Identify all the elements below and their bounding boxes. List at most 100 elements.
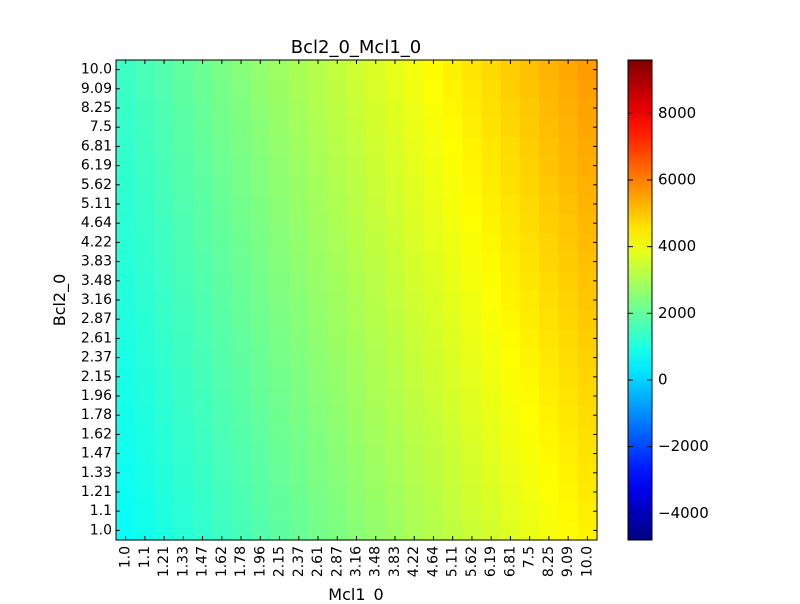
heatmap-cell [346, 232, 367, 253]
heatmap-cell [385, 156, 406, 176]
heatmap-cell [231, 444, 252, 464]
heatmap-cell [404, 520, 425, 541]
heatmap-cell [327, 501, 348, 522]
heatmap-cell [404, 482, 425, 503]
heatmap-cell [423, 482, 444, 503]
heatmap-cell [577, 463, 598, 483]
heatmap-cell [423, 444, 444, 464]
heatmap-cell [346, 424, 367, 445]
heatmap-cell [558, 194, 579, 215]
heatmap-cell [231, 117, 252, 138]
heatmap-cell [289, 386, 309, 407]
x-tick-label: 7.5 [522, 546, 538, 568]
heatmap-cell [173, 194, 194, 215]
heatmap-cell [154, 232, 175, 253]
heatmap-cell [404, 367, 425, 387]
heatmap-cell [192, 60, 213, 80]
heatmap-cell [520, 156, 540, 176]
heatmap-cell [135, 60, 156, 80]
heatmap-cell [289, 348, 309, 368]
heatmap-cell [443, 213, 463, 234]
colorbar-tick-label: −4000 [658, 504, 709, 522]
heatmap-cell [423, 405, 444, 426]
heatmap-cell [346, 156, 367, 176]
heatmap-cell [558, 290, 579, 311]
heatmap-cell [289, 424, 309, 445]
heatmap-cell [154, 444, 175, 464]
y-tick-label: 9.09 [81, 81, 112, 97]
heatmap-cell [423, 424, 444, 445]
heatmap-cell [366, 98, 386, 119]
x-tick-label: 1.0 [118, 546, 134, 568]
heatmap-cell [173, 79, 194, 99]
heatmap-cell [366, 328, 386, 349]
heatmap-cell [500, 98, 521, 119]
heatmap-cell [289, 213, 309, 234]
heatmap-cell [212, 405, 233, 426]
heatmap-cell [443, 309, 463, 330]
heatmap-cell [250, 328, 271, 349]
heatmap-cell [346, 213, 367, 234]
heatmap-cell [366, 175, 386, 195]
x-axis-label: Mcl1_0 [328, 585, 383, 600]
heatmap-cell [500, 79, 521, 99]
heatmap-cell [520, 232, 540, 253]
heatmap-cell [346, 194, 367, 215]
heatmap-cell [135, 232, 156, 253]
heatmap-cell [481, 309, 502, 330]
heatmap-cell [231, 290, 252, 311]
heatmap-cell [404, 463, 425, 483]
heatmap-cell [250, 309, 271, 330]
heatmap-cell [404, 405, 425, 426]
heatmap-cell [154, 156, 175, 176]
heatmap-cell [346, 444, 367, 464]
heatmap-cell [423, 520, 444, 541]
heatmap-cell [173, 328, 194, 349]
heatmap-cell [404, 175, 425, 195]
heatmap-cell [327, 194, 348, 215]
heatmap-cell [173, 463, 194, 483]
heatmap-cell [558, 232, 579, 253]
heatmap-cell [135, 424, 156, 445]
heatmap-cell [327, 386, 348, 407]
heatmap-cell [462, 309, 483, 330]
heatmap-cell [500, 271, 521, 291]
heatmap-cell [346, 136, 367, 157]
heatmap-cell [481, 117, 502, 138]
heatmap-cell [173, 136, 194, 157]
heatmap-cell [192, 194, 213, 215]
heatmap-cell [520, 424, 540, 445]
heatmap-cell [250, 348, 271, 368]
x-tick-label: 2.87 [329, 546, 345, 577]
heatmap-cell [308, 424, 329, 445]
heatmap-cell [173, 213, 194, 234]
heatmap-cell [462, 444, 483, 464]
heatmap-cell [154, 79, 175, 99]
heatmap-cell [520, 290, 540, 311]
heatmap-cell [558, 424, 579, 445]
heatmap-cell [558, 444, 579, 464]
heatmap-cell [520, 213, 540, 234]
x-tick-label: 6.81 [502, 546, 518, 577]
heatmap-cell [500, 328, 521, 349]
heatmap-cell [462, 501, 483, 522]
heatmap-cell [154, 309, 175, 330]
heatmap-cell [135, 386, 156, 407]
heatmap-cell [308, 194, 329, 215]
heatmap-cell [116, 348, 136, 368]
heatmap-cell [116, 405, 136, 426]
y-tick-label: 3.83 [81, 254, 112, 270]
heatmap-cell [250, 175, 271, 195]
heatmap-cell [500, 367, 521, 387]
heatmap-cell [250, 501, 271, 522]
heatmap-cell [520, 444, 540, 464]
x-tick-label: 4.22 [406, 546, 422, 577]
heatmap-cell [231, 367, 252, 387]
colorbar-tick-label: 8000 [658, 104, 696, 122]
heatmap-cell [231, 309, 252, 330]
heatmap-cell [250, 482, 271, 503]
heatmap-cell [577, 213, 598, 234]
heatmap-cell [289, 271, 309, 291]
y-tick-label: 10.0 [81, 62, 112, 78]
